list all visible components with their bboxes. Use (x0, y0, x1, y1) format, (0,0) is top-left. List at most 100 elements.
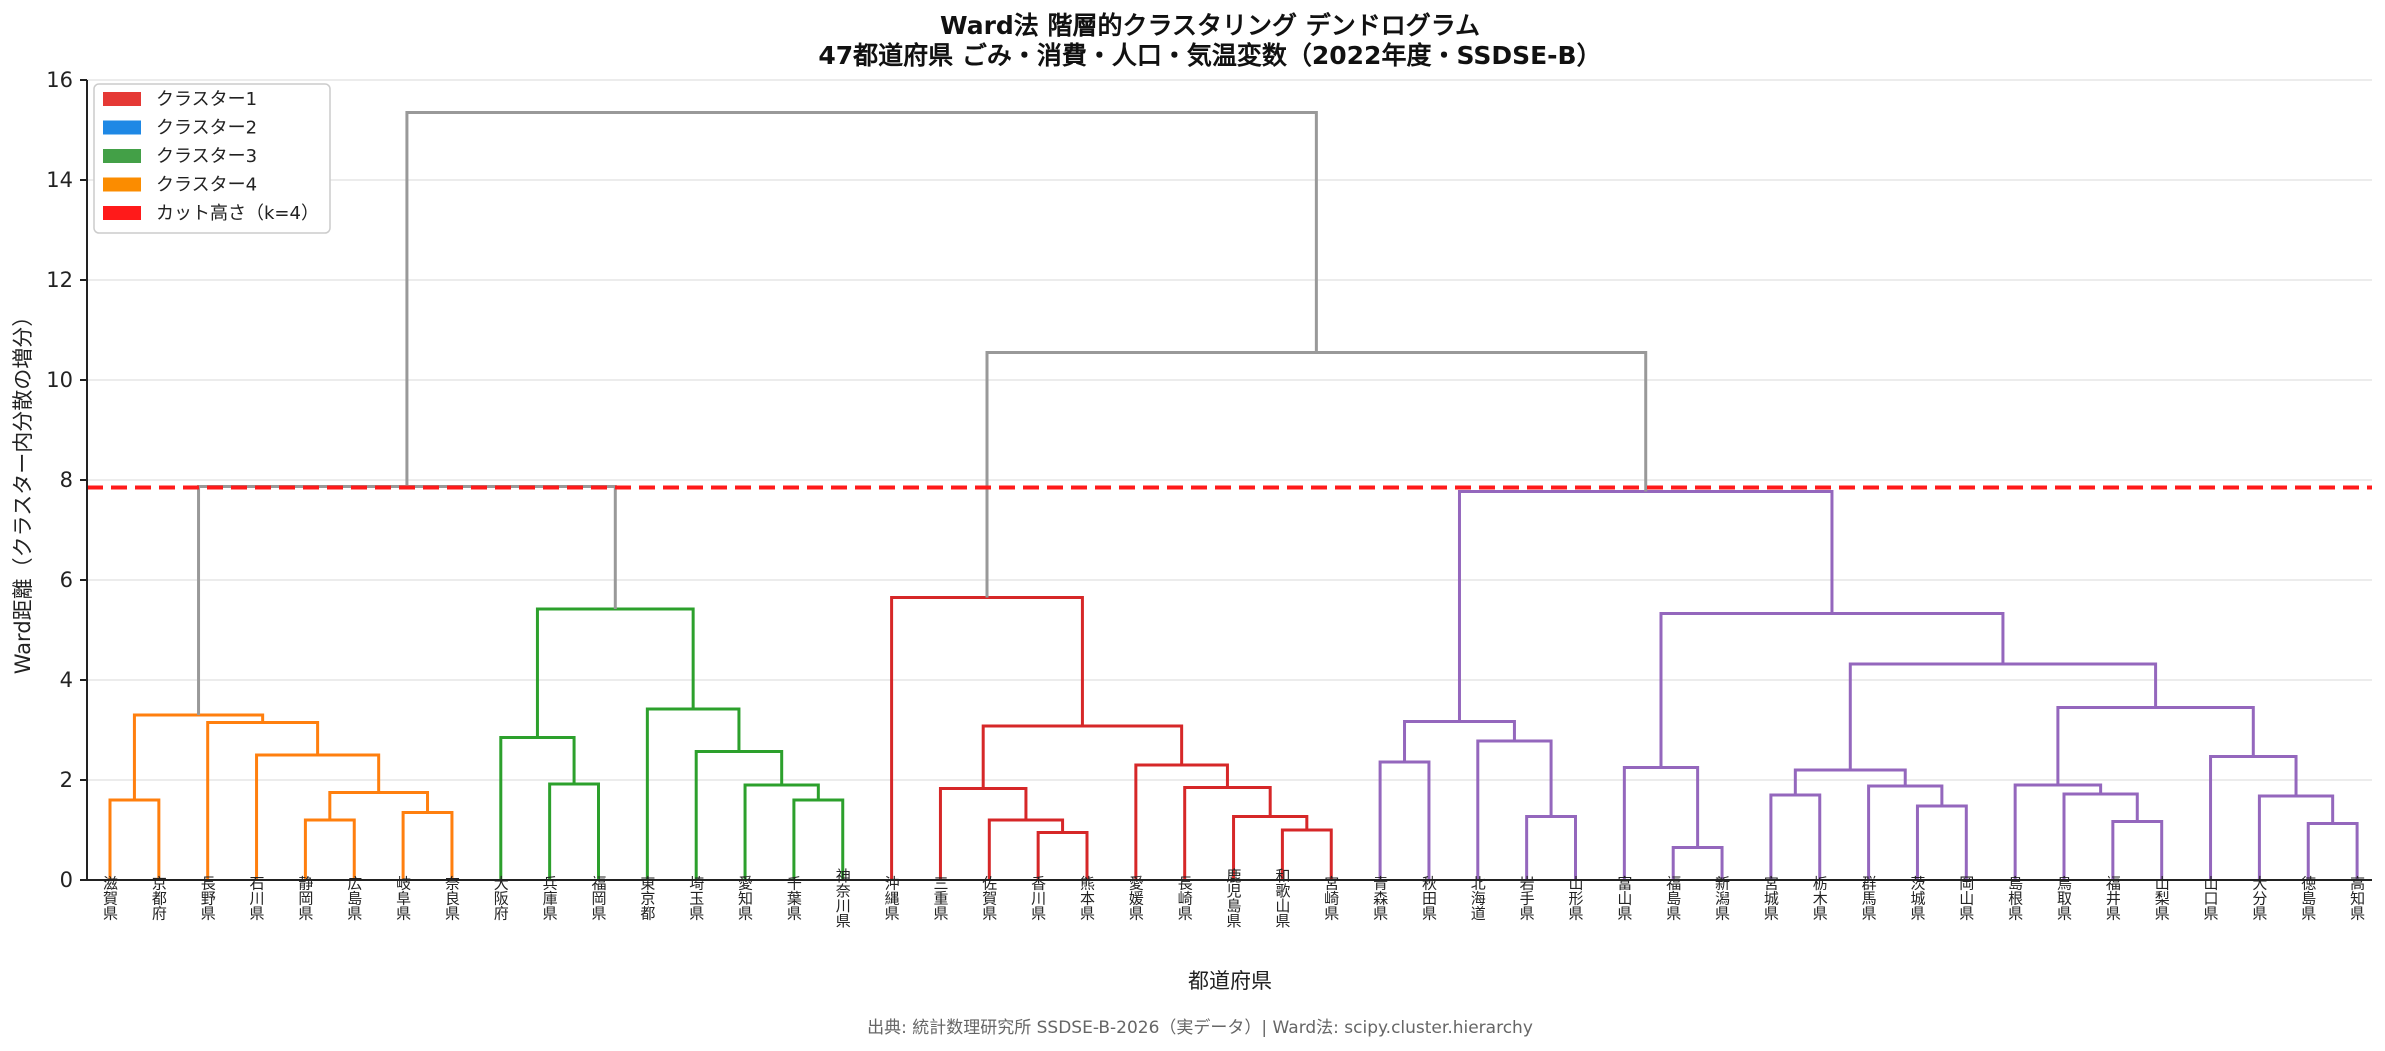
dendrogram-link (985, 351, 1648, 598)
dendrogram-link (405, 111, 1318, 487)
leaf-label: 愛媛県 (1127, 876, 1145, 921)
leaf-label: 京都府 (150, 876, 168, 922)
y-tick-label: 10 (46, 368, 73, 392)
source-footer: 出典: 統計数理研究所 SSDSE-B-2026（実データ）| Ward法: s… (867, 1017, 1533, 1038)
leaf-label: 東京都 (638, 876, 656, 921)
leaf-label: 石川県 (248, 876, 266, 921)
leaf-label: 長崎県 (1176, 876, 1194, 921)
dendrogram-link (1867, 784, 1944, 880)
legend-swatch (103, 206, 141, 220)
leaf-label: 長野県 (199, 876, 217, 921)
grid-lines (87, 79, 2372, 881)
dendrogram-link (206, 721, 320, 880)
leaf-label: 神奈川県 (834, 868, 852, 928)
leaf-label: 北海道 (1469, 876, 1487, 921)
dendrogram-links (108, 111, 2359, 880)
y-axis-label: Ward距離（クラスター内分散の増分） (11, 306, 35, 674)
y-axis-ticks: 0 2 4 6 8 10 12 14 16 (46, 68, 87, 892)
leaf-label: 島根県 (2006, 876, 2024, 921)
legend-swatch (103, 177, 141, 192)
y-tick-label: 14 (46, 168, 73, 192)
dendrogram-link (938, 787, 1028, 880)
leaf-label: 山口県 (2202, 876, 2220, 921)
dendrogram-link (132, 713, 265, 800)
dendrogram-link (2306, 822, 2359, 880)
leaf-label: 岩手県 (1518, 876, 1536, 921)
legend-label: クラスター2 (156, 118, 257, 139)
leaf-label: 徳島県 (2299, 876, 2317, 921)
leaf-label: 群馬県 (1860, 876, 1878, 921)
legend-label: クラスター1 (156, 89, 257, 110)
y-tick-label: 8 (60, 468, 73, 492)
leaf-label: 鳥取県 (2055, 875, 2073, 921)
dendrogram-link (2209, 755, 2298, 880)
dendrogram-link (2013, 783, 2103, 880)
legend-label: カット高さ（k=4） (156, 203, 319, 224)
dendrogram-link (255, 753, 381, 880)
legend-label: クラスター4 (156, 175, 257, 196)
y-tick-label: 4 (60, 668, 73, 692)
leaf-label: 富山県 (1615, 875, 1633, 921)
leaf-label: 三重県 (931, 876, 949, 921)
leaf-label: 岡山県 (1957, 876, 1975, 921)
dendrogram-link (1476, 739, 1553, 880)
dendrogram-link (1457, 490, 1834, 722)
dendrogram-link (645, 707, 741, 880)
x-axis-label: 都道府県 (1188, 969, 1272, 993)
dendrogram-link (1232, 815, 1309, 880)
leaf-label: 埼玉県 (687, 876, 705, 921)
legend: クラスター1 クラスター2 クラスター3 クラスター4 カット高さ（k=4） (93, 83, 331, 234)
leaf-label: 兵庫県 (541, 876, 559, 921)
y-tick-label: 16 (46, 68, 73, 92)
leaf-label: 福岡県 (590, 876, 608, 921)
leaf-label: 大分県 (2250, 876, 2268, 921)
dendrogram-link (1134, 763, 1229, 880)
leaf-label: 栃木県 (1811, 876, 1829, 921)
leaf-label: 奈良県 (443, 876, 461, 921)
leaf-label: 滋賀県 (101, 876, 119, 921)
leaf-label: 山形県 (1567, 876, 1585, 921)
dendrogram-link (2056, 706, 2255, 785)
dendrogram-link (1793, 768, 1907, 795)
leaf-label: 宮崎県 (1322, 876, 1340, 921)
dendrogram-link (499, 736, 576, 880)
dendrogram-link (1915, 804, 1968, 880)
legend-swatch (103, 120, 141, 135)
legend-label: クラスター3 (156, 146, 257, 167)
leaf-label: 高知県 (2348, 876, 2366, 921)
leaf-label: 佐賀県 (980, 876, 998, 921)
y-tick-label: 12 (46, 268, 73, 292)
dendrogram-link (328, 791, 430, 820)
leaf-labels: 滋賀県 京都府 長野県 石川県 静岡県 広島県 岐阜県 奈良県 大阪府 兵庫県 福岡県 東京都 埼玉県 愛… (101, 868, 2366, 928)
dendrogram-link (1525, 815, 1577, 880)
dendrogram-link (1183, 786, 1272, 880)
leaf-label: 大阪府 (492, 876, 510, 922)
y-tick-label: 2 (60, 768, 73, 792)
dendrogram-link (303, 818, 356, 880)
dendrogram-link (535, 607, 695, 738)
leaf-label: 沖縄県 (883, 876, 901, 921)
leaf-label: 広島県 (345, 876, 363, 921)
leaf-label: 秋田県 (1420, 876, 1438, 921)
leaf-label: 香川県 (1029, 876, 1047, 921)
legend-swatch (103, 92, 141, 106)
dendrogram-link (548, 782, 600, 880)
dendrogram-link (890, 596, 1084, 880)
leaf-label: 福井県 (2104, 876, 2122, 921)
leaf-label: 千葉県 (785, 876, 803, 921)
y-tick-label: 0 (60, 868, 73, 892)
dendrogram-link (1622, 766, 1700, 880)
dendrogram-link (108, 798, 161, 880)
leaf-label: 愛知県 (736, 876, 754, 921)
chart-title: Ward法 階層的クラスタリング デンドログラム (940, 11, 1480, 40)
leaf-label: 新潟県 (1713, 876, 1731, 921)
leaf-label: 茨城県 (1908, 876, 1926, 921)
dendrogram-link (1036, 831, 1089, 880)
dendrogram-link (2257, 794, 2335, 880)
dendrogram-link (401, 811, 454, 880)
leaf-label: 山梨県 (2153, 876, 2171, 921)
legend-swatch (103, 149, 141, 163)
dendrogram-link (1659, 612, 2005, 768)
dendrogram-link (2062, 792, 2139, 880)
